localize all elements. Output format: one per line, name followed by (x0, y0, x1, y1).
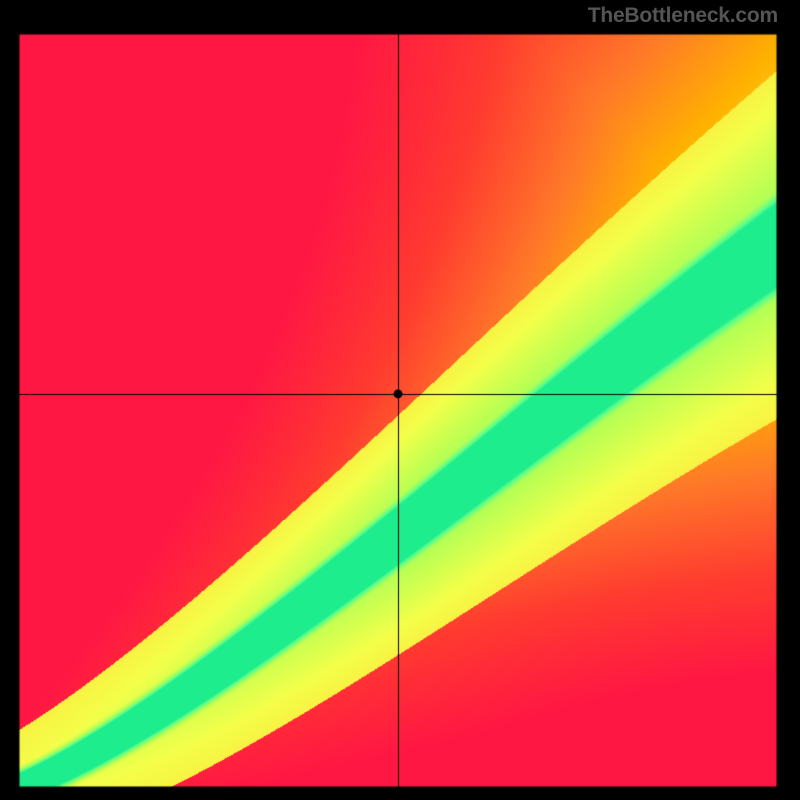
watermark-text: TheBottleneck.com (588, 4, 778, 28)
chart-container: TheBottleneck.com (0, 0, 800, 800)
heatmap-canvas (0, 0, 800, 800)
